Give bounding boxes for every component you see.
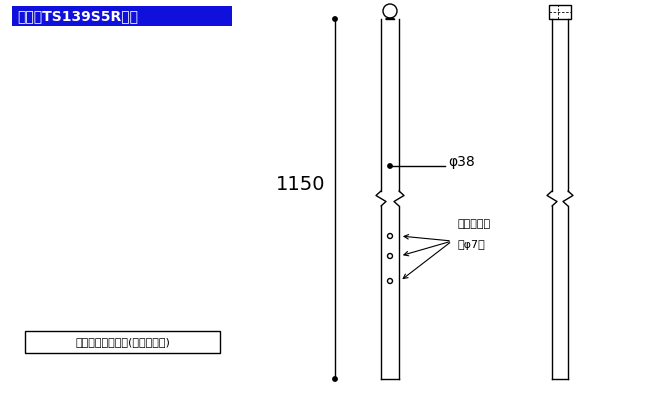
Circle shape [333, 17, 337, 21]
Text: 1150: 1150 [276, 174, 325, 194]
Circle shape [388, 164, 392, 168]
Text: φ38: φ38 [448, 155, 474, 169]
Text: 抜け止め穴: 抜け止め穴 [457, 219, 490, 229]
Circle shape [333, 377, 337, 381]
Bar [549, 5, 571, 19]
Bar [25, 331, 220, 353]
Bar [12, 6, 232, 26]
Text: 材質：ステンレス(鏡面仕上げ): 材質：ステンレス(鏡面仕上げ) [75, 337, 170, 347]
Text: （φ7）: （φ7） [457, 240, 485, 250]
Text: 受支柱TS139S5R寸法: 受支柱TS139S5R寸法 [17, 9, 138, 23]
